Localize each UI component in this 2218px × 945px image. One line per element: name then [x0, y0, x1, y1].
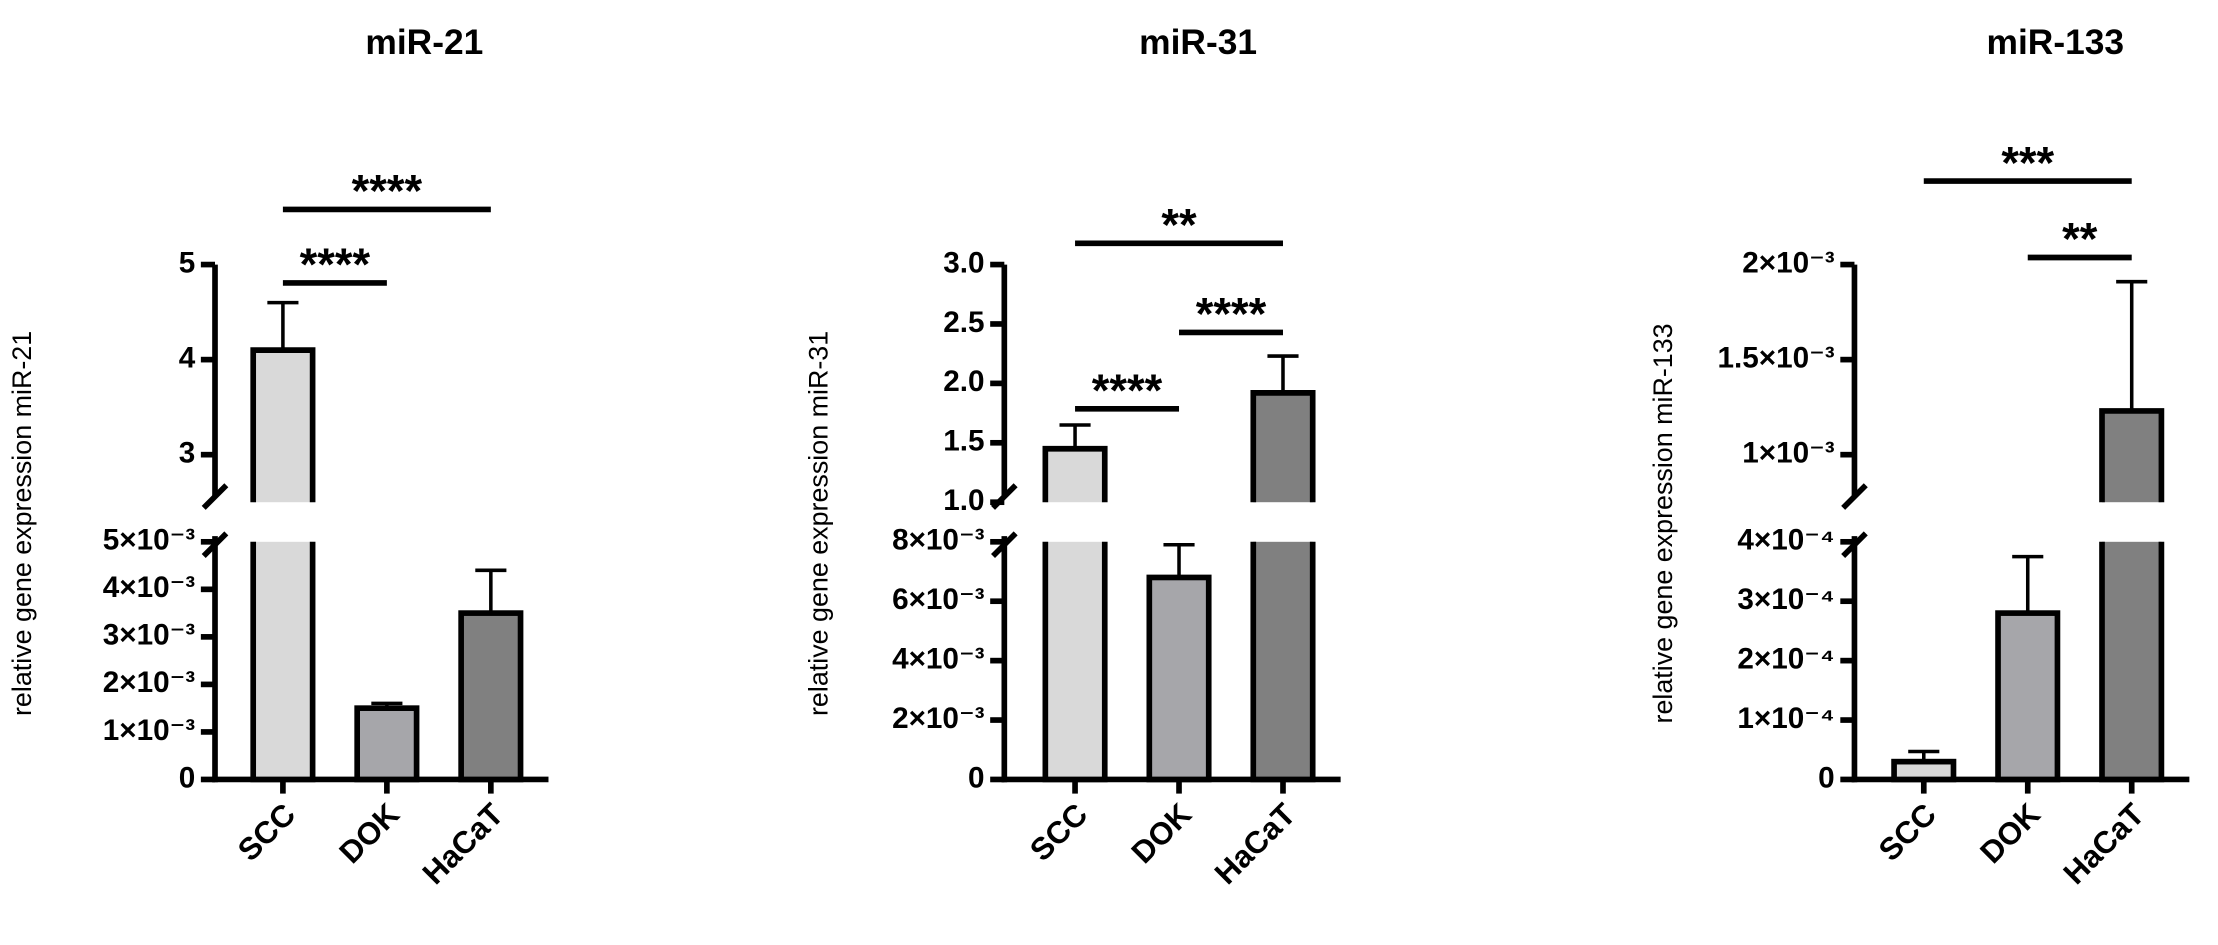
bar: [2102, 541, 2162, 780]
y-tick-label: 3: [179, 437, 196, 470]
y-tick-label: 4×10⁻⁴: [1737, 524, 1834, 557]
x-tick-label: DOK: [1973, 796, 2047, 870]
x-tick-label: HaCaT: [2057, 797, 2151, 891]
y-tick-label: 6×10⁻³: [892, 583, 985, 616]
y-tick-label: 3×10⁻⁴: [1737, 583, 1834, 616]
y-tick-label: 2×10⁻⁴: [1737, 642, 1834, 675]
y-tick-label: 4: [179, 341, 196, 374]
y-tick-label: 1.0: [943, 484, 984, 517]
y-tick-label: 0: [179, 761, 196, 794]
y-tick-label: 1×10⁻³: [1742, 437, 1835, 470]
bar: [1253, 541, 1313, 780]
bar: [2102, 410, 2162, 503]
bar: [253, 350, 313, 503]
bar: [1891, 758, 1957, 783]
x-tick-label: DOK: [332, 796, 406, 870]
bar-outline: [250, 541, 316, 783]
bar: [1995, 610, 2061, 783]
y-tick-label: 1×10⁻³: [103, 714, 196, 747]
x-tick-label: SCC: [1023, 797, 1094, 868]
axis-break: [201, 483, 229, 558]
bar: [1045, 448, 1105, 503]
bar-outline: [1250, 541, 1316, 783]
y-tick-label: 4×10⁻³: [892, 642, 985, 675]
panel: miR-133 relative gene expression miR-133 0…: [1648, 23, 2190, 891]
chart-title: miR-21: [365, 23, 483, 62]
bar-outline: [1042, 541, 1108, 783]
y-tick-label: 8×10⁻³: [892, 524, 985, 557]
y-tick-label: 3×10⁻³: [103, 619, 196, 652]
y-tick-label: 0: [1818, 761, 1835, 794]
significance-label: ****: [300, 239, 371, 290]
axis-break: [1841, 483, 1868, 558]
bar: [458, 610, 524, 783]
significance-label: **: [1161, 200, 1197, 251]
x-tick-label: DOK: [1125, 796, 1199, 870]
y-tick-label: 1.5: [943, 425, 984, 458]
bar: [253, 541, 313, 780]
y-tick-label: 2.5: [943, 306, 984, 339]
bar: [1146, 574, 1212, 783]
panel: miR-21 relative gene expression miR-21 0 1×…: [7, 23, 549, 891]
y-tick-label: 2×10⁻³: [892, 702, 985, 735]
x-tick-label: HaCaT: [1208, 797, 1302, 891]
significance-label: ****: [352, 166, 423, 217]
y-tick-label: 1.5×10⁻³: [1717, 341, 1834, 374]
y-tick-label: 2×10⁻³: [1742, 246, 1835, 279]
significance-label: ***: [2001, 137, 2054, 188]
bar: [1253, 392, 1313, 503]
y-axis-label: relative gene expression miR-21: [7, 331, 37, 716]
bar: [354, 705, 420, 783]
y-tick-label: 0: [968, 761, 985, 794]
y-tick-label: 5: [179, 246, 196, 279]
y-tick-label: 5×10⁻³: [103, 524, 196, 557]
x-tick-label: SCC: [1872, 797, 1943, 868]
y-tick-label: 3.0: [943, 246, 984, 279]
chart-title: miR-31: [1139, 23, 1257, 62]
significance-label: **: [2062, 214, 2098, 265]
axis-break: [991, 483, 1018, 558]
y-tick-label: 1×10⁻⁴: [1737, 702, 1834, 735]
y-tick-label: 4×10⁻³: [103, 571, 196, 604]
bar-outline: [2099, 541, 2165, 783]
x-tick-label: SCC: [231, 797, 302, 868]
significance-label: ****: [1092, 365, 1163, 416]
y-axis-label: relative gene expression miR-133: [1648, 323, 1678, 723]
x-tick-label: HaCaT: [416, 797, 510, 891]
chart-title: miR-133: [1987, 23, 2125, 62]
y-tick-label: 2.0: [943, 365, 984, 398]
bar: [1045, 541, 1105, 780]
significance-label: ****: [1196, 289, 1267, 340]
y-axis-label: relative gene expression miR-31: [804, 331, 834, 716]
panel: miR-31 relative gene expression miR-31 0 2×…: [804, 23, 1341, 891]
y-tick-label: 2×10⁻³: [103, 666, 196, 699]
